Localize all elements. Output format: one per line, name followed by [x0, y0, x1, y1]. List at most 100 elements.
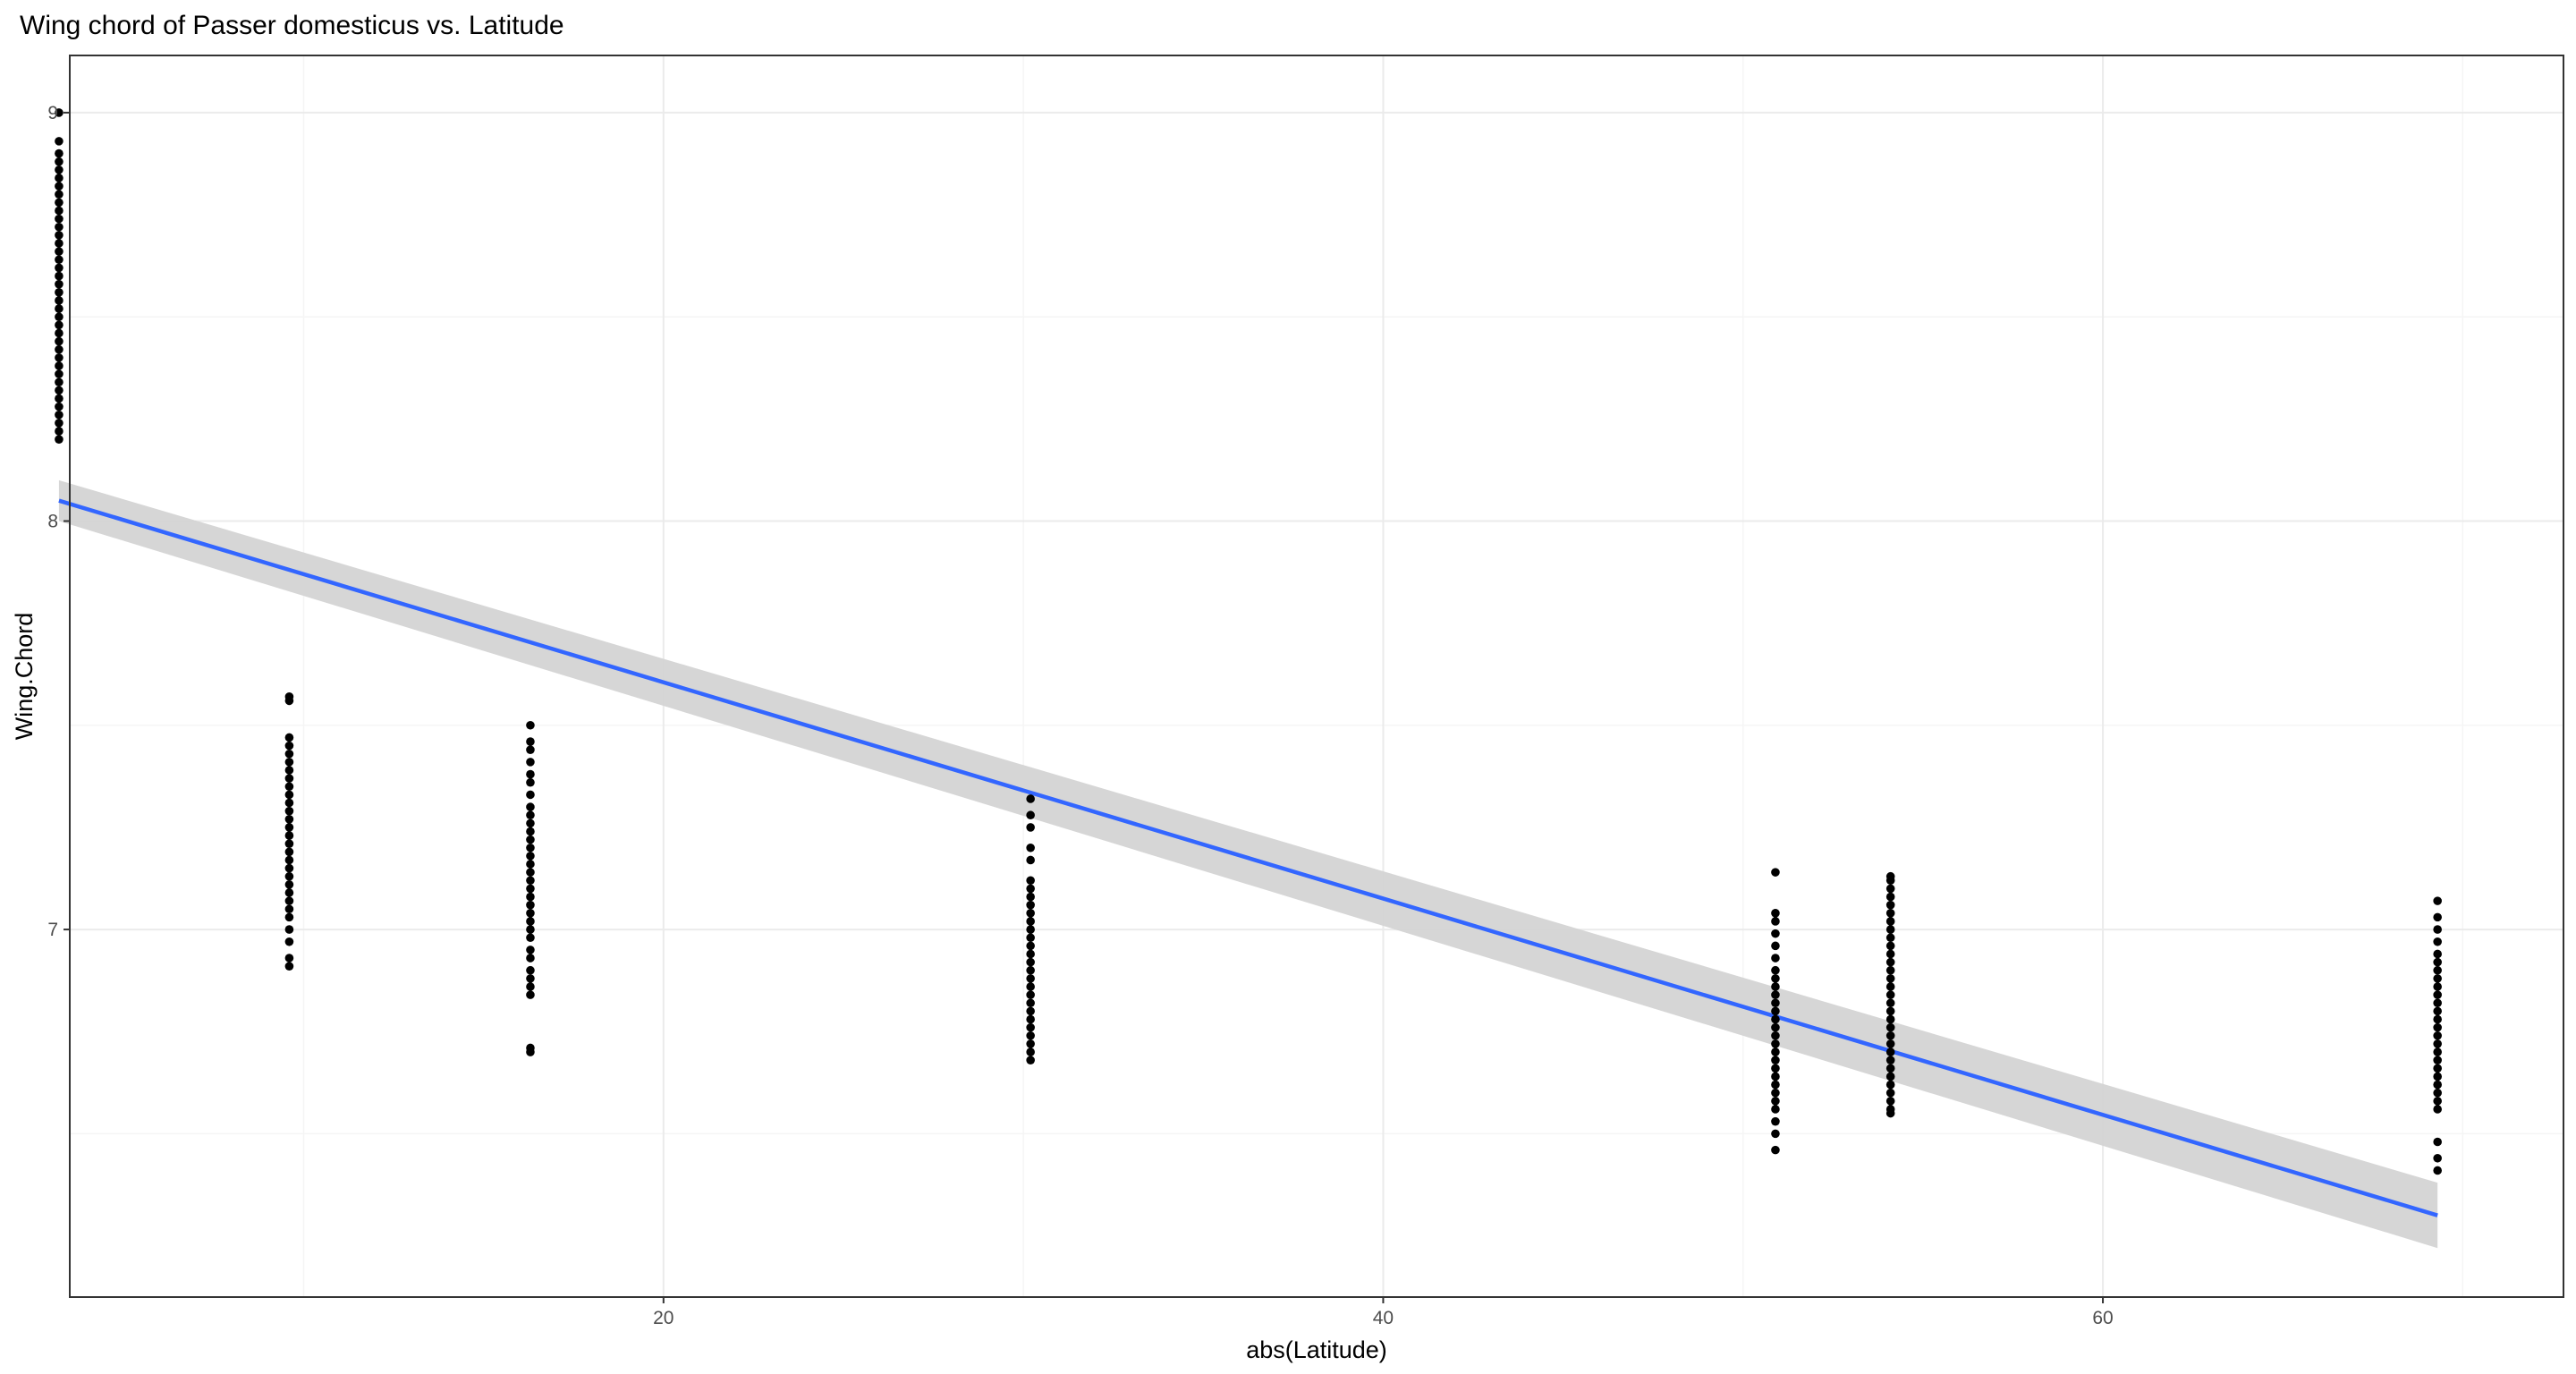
data-point [1771, 1030, 1780, 1040]
data-point [1026, 1006, 1035, 1016]
data-point [1026, 1022, 1035, 1032]
data-point [526, 769, 535, 779]
data-point [1026, 965, 1035, 975]
fit-line [58, 498, 2438, 1217]
data-point [1026, 892, 1035, 902]
data-point [2433, 937, 2442, 946]
y-tick-label: 9 [47, 103, 58, 123]
data-point [2433, 1105, 2442, 1114]
data-point [1885, 1022, 1895, 1032]
data-point [1771, 1047, 1780, 1056]
x-axis-label: abs(Latitude) [1246, 1336, 1387, 1363]
data-point [1771, 998, 1780, 1008]
data-point [284, 912, 294, 922]
data-point [284, 880, 294, 889]
data-point [1771, 1097, 1780, 1106]
data-point [1885, 1006, 1895, 1016]
data-point [2433, 1022, 2442, 1032]
data-point [2433, 1080, 2442, 1090]
data-point [1885, 998, 1895, 1008]
data-point [1771, 1105, 1780, 1114]
data-point [1771, 1056, 1780, 1064]
data-point [55, 296, 64, 305]
data-point [55, 247, 64, 256]
data-point [55, 394, 64, 403]
data-point [1026, 917, 1035, 926]
data-point [284, 758, 294, 767]
data-point [1885, 917, 1895, 926]
data-point [1026, 843, 1035, 852]
data-point [526, 860, 535, 869]
data-point [1026, 855, 1035, 865]
data-point [1026, 810, 1035, 820]
data-point [55, 222, 64, 232]
data-point [55, 108, 64, 117]
data-point [2433, 1137, 2442, 1147]
data-point [1771, 909, 1780, 918]
data-points [55, 108, 2442, 1175]
data-point [526, 954, 535, 963]
data-point [55, 279, 64, 289]
data-point [55, 410, 64, 420]
data-point [526, 982, 535, 991]
data-point [526, 758, 535, 767]
data-point [284, 904, 294, 914]
data-point [2433, 1072, 2442, 1081]
data-point [526, 917, 535, 926]
plot-panel [70, 55, 2563, 1297]
data-point [1771, 1039, 1780, 1048]
data-point [1771, 941, 1780, 951]
y-tick-label: 8 [47, 512, 58, 532]
data-point [1026, 933, 1035, 943]
y-axis: 7 8 9 [47, 103, 70, 940]
data-point [526, 852, 535, 861]
data-point [2433, 1047, 2442, 1056]
data-point [55, 174, 64, 182]
data-point [1026, 982, 1035, 991]
data-point [284, 766, 294, 775]
data-point [1885, 1030, 1895, 1040]
data-point [1026, 974, 1035, 983]
data-point [1026, 990, 1035, 999]
data-point [284, 871, 294, 881]
data-point [1026, 794, 1035, 803]
data-point [526, 802, 535, 811]
data-point [55, 137, 64, 146]
data-point [526, 892, 535, 902]
data-point [55, 336, 64, 346]
data-point [2433, 1039, 2442, 1048]
data-point [1771, 1072, 1780, 1081]
data-point [2433, 1014, 2442, 1024]
data-point [2433, 896, 2442, 905]
data-point [526, 965, 535, 975]
data-point [55, 427, 64, 436]
data-point [2433, 1064, 2442, 1073]
data-point [284, 790, 294, 800]
data-point [284, 863, 294, 873]
data-point [2433, 990, 2442, 999]
data-point [55, 271, 64, 281]
data-point [1026, 900, 1035, 910]
data-point [1885, 1047, 1895, 1056]
data-point [284, 925, 294, 934]
data-point [284, 782, 294, 792]
data-point [284, 741, 294, 751]
data-point [526, 900, 535, 910]
x-tick-label: 60 [2092, 1308, 2113, 1328]
data-point [526, 925, 535, 934]
data-point [284, 692, 294, 701]
data-point [1026, 941, 1035, 951]
data-point [55, 369, 64, 378]
data-point [1771, 929, 1780, 938]
data-point [2433, 1166, 2442, 1175]
data-point [1885, 1039, 1895, 1048]
panel-border [69, 55, 2564, 1298]
data-point [284, 954, 294, 963]
data-point [1771, 990, 1780, 999]
data-point [1771, 868, 1780, 877]
data-point [1026, 1056, 1035, 1064]
data-point [55, 328, 64, 338]
data-point [1885, 1105, 1895, 1114]
data-point [1885, 941, 1895, 951]
data-point [526, 933, 535, 943]
